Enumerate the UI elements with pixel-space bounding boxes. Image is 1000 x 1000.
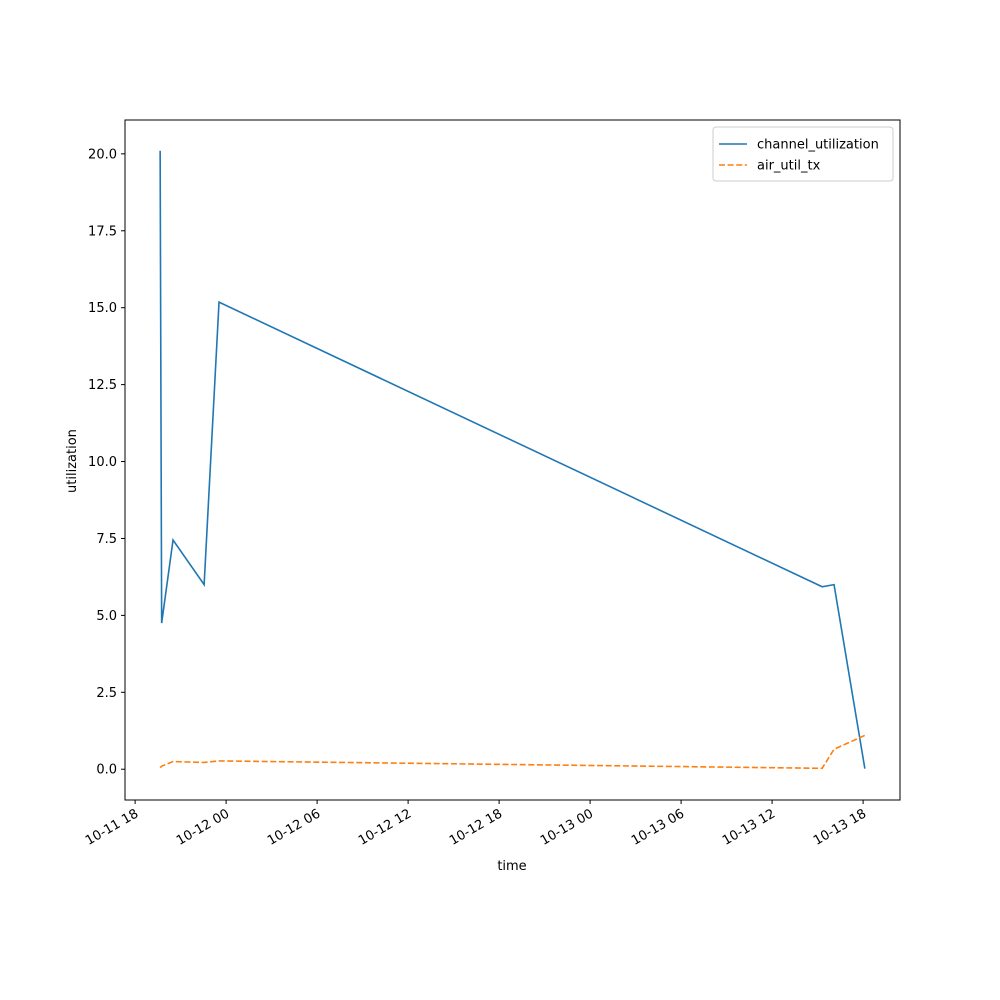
legend-label: air_util_tx [757, 159, 821, 174]
y-tick-label: 12.5 [88, 378, 117, 393]
x-tick-label: 10-12 12 [356, 806, 414, 848]
legend-label: channel_utilization [757, 138, 879, 153]
y-tick-label: 7.5 [96, 532, 117, 547]
x-tick-label: 10-13 06 [629, 806, 687, 848]
y-tick-label: 15.0 [88, 301, 117, 316]
y-tick-label: 20.0 [88, 147, 117, 162]
series-line [159, 150, 866, 769]
legend: channel_utilization air_util_tx [712, 126, 894, 182]
x-tick-label: 10-11 18 [83, 806, 141, 848]
y-tick-label: 0.0 [96, 763, 117, 778]
x-axis-label: time [497, 859, 526, 874]
y-tick-label: 10.0 [88, 455, 117, 470]
legend-box [712, 126, 894, 182]
x-tick-label: 10-12 00 [174, 806, 232, 848]
x-tick-label: 10-12 06 [265, 806, 323, 848]
y-tick-label: 17.5 [88, 224, 117, 239]
y-tick-label: 2.5 [96, 686, 117, 701]
y-axis-label: utilization [65, 429, 80, 493]
y-tick-label: 5.0 [96, 609, 117, 624]
x-tick-label: 10-13 12 [720, 806, 778, 848]
series-line [159, 734, 866, 770]
x-tick-label: 10-12 18 [447, 806, 505, 848]
x-tick-label: 10-13 00 [538, 806, 596, 848]
plot-frame [124, 119, 901, 801]
x-tick-label: 10-13 18 [811, 806, 869, 848]
